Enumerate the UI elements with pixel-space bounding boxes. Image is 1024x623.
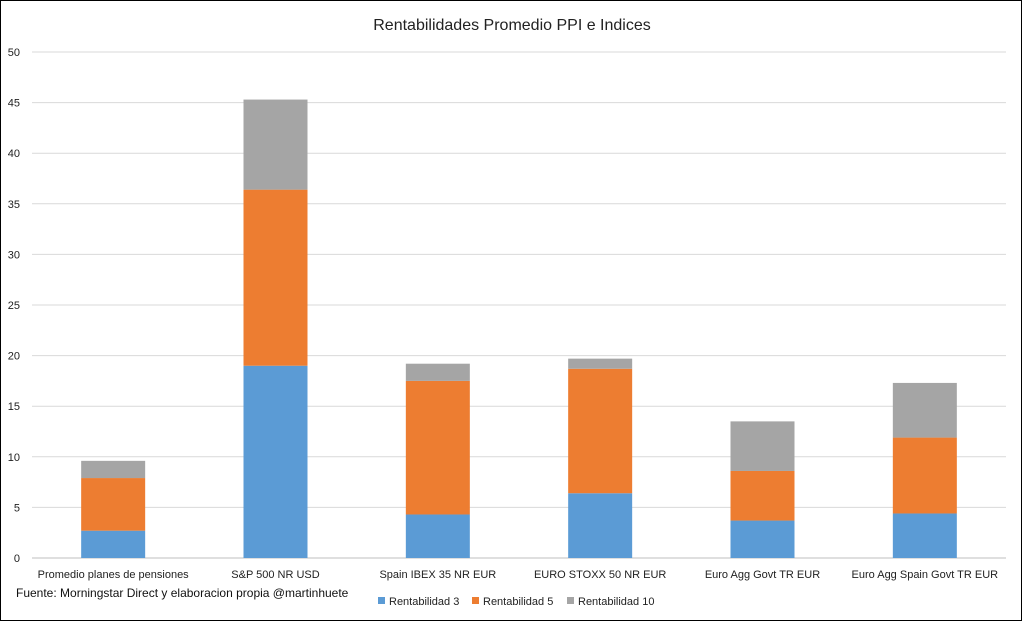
y-tick-label: 25: [8, 300, 20, 312]
bar-segment: [405, 363, 470, 381]
gridlines: [32, 51, 1006, 559]
chart-title: Rentabilidades Promedio PPI e Indices: [373, 17, 651, 34]
bar-segment: [568, 368, 633, 494]
bar-segment: [730, 421, 795, 471]
bars: [81, 99, 957, 558]
y-tick-label: 30: [8, 249, 20, 261]
y-tick-label: 40: [8, 148, 20, 160]
source-footnote: Fuente: Morningstar Direct y elaboracion…: [16, 586, 349, 600]
bar-segment: [405, 514, 470, 558]
x-category-label: S&P 500 NR USD: [231, 569, 320, 581]
y-tick-label: 10: [8, 452, 20, 464]
x-category-label: EURO STOXX 50 NR EUR: [534, 569, 666, 581]
bar-segment: [405, 380, 470, 515]
bar-segment: [892, 437, 957, 514]
bar-segment: [730, 470, 795, 521]
x-category-label: Euro Agg Govt TR EUR: [705, 569, 820, 581]
y-axis-tick-labels: 0 5 10 15 20 25 30 35 40 45 50: [8, 47, 20, 565]
bar-segment: [243, 99, 308, 190]
y-tick-label: 20: [8, 351, 20, 363]
bar-segment: [243, 189, 308, 366]
x-category-label: Spain IBEX 35 NR EUR: [379, 569, 496, 581]
legend-swatch: [378, 597, 385, 604]
x-category-label: Euro Agg Spain Govt TR EUR: [852, 569, 999, 581]
bar-segment: [81, 460, 146, 479]
y-tick-label: 15: [8, 401, 20, 413]
y-tick-label: 45: [8, 98, 20, 110]
legend: Rentabilidad 3 Rentabilidad 5 Rentabilidad…: [378, 596, 654, 608]
x-axis-category-labels: Promedio planes de pensiones S&P 500 NR U…: [38, 569, 999, 581]
x-category-label: Promedio planes de pensiones: [38, 569, 190, 581]
legend-label: Rentabilidad 3: [389, 596, 459, 608]
bar-segment: [730, 520, 795, 558]
bar-segment: [892, 382, 957, 438]
bar-segment: [81, 478, 146, 531]
legend-swatch: [567, 597, 574, 604]
bar-segment: [568, 493, 633, 558]
bar-segment: [81, 530, 146, 558]
bar-segment: [892, 513, 957, 558]
y-tick-label: 5: [14, 502, 20, 514]
legend-label: Rentabilidad 10: [578, 596, 654, 608]
legend-label: Rentabilidad 5: [483, 596, 553, 608]
legend-swatch: [472, 597, 479, 604]
y-tick-label: 35: [8, 199, 20, 211]
y-tick-label: 50: [8, 47, 20, 59]
bar-segment: [568, 358, 633, 369]
bar-segment: [243, 365, 308, 558]
y-tick-label: 0: [14, 553, 20, 565]
